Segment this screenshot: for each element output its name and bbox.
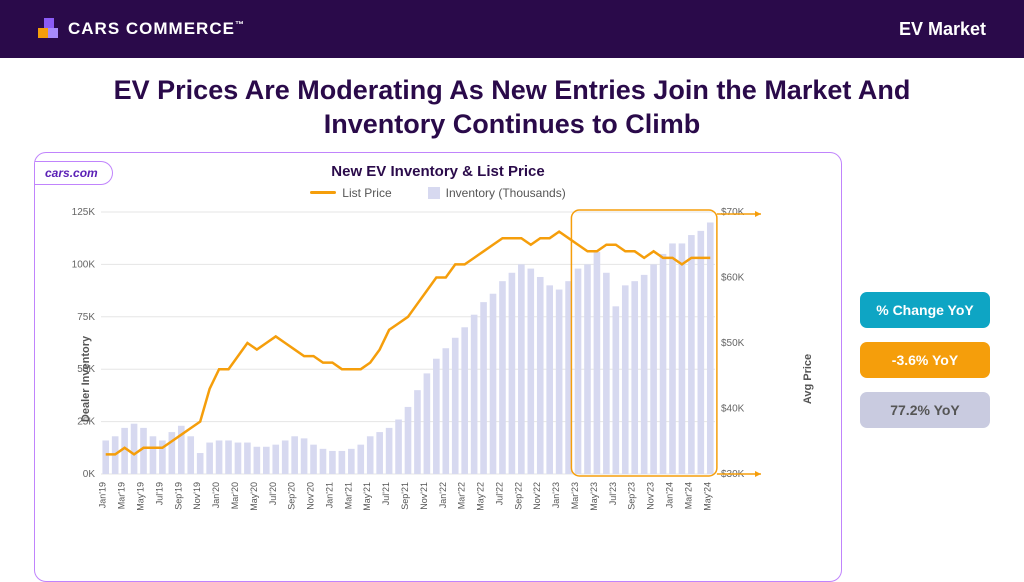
svg-text:$50K: $50K — [721, 338, 745, 349]
legend-inventory: Inventory (Thousands) — [428, 186, 566, 200]
chart-card: cars.com New EV Inventory & List Price L… — [34, 152, 842, 582]
svg-text:Jul'20: Jul'20 — [268, 482, 278, 505]
svg-text:Jan'23: Jan'23 — [551, 482, 561, 508]
svg-text:May'21: May'21 — [362, 482, 372, 511]
y1-axis-label: Dealer Inventory — [80, 335, 92, 421]
header-bar: CARS COMMERCE™ EV Market — [0, 0, 1024, 58]
plot-area: Dealer Inventory Avg Price 0K25K50K75K10… — [47, 204, 829, 554]
svg-text:Nov'23: Nov'23 — [646, 482, 656, 510]
svg-text:Jan'21: Jan'21 — [324, 482, 334, 508]
svg-text:Nov'19: Nov'19 — [192, 482, 202, 510]
svg-text:Nov'20: Nov'20 — [306, 482, 316, 510]
y2-axis-label: Avg Price — [802, 353, 814, 403]
svg-text:0K: 0K — [83, 469, 96, 480]
svg-text:Mar'24: Mar'24 — [683, 482, 693, 509]
brand-text: CARS COMMERCE™ — [68, 19, 245, 39]
svg-text:May'22: May'22 — [476, 482, 486, 511]
svg-text:Mar'20: Mar'20 — [230, 482, 240, 509]
svg-text:Mar'19: Mar'19 — [117, 482, 127, 509]
svg-text:$40K: $40K — [721, 403, 745, 414]
svg-text:May'24: May'24 — [702, 482, 712, 511]
logo-icon — [38, 18, 60, 40]
svg-text:May'19: May'19 — [136, 482, 146, 511]
chart-svg: 0K25K50K75K100K125K$30K$40K$50K$60K$70KJ… — [47, 204, 767, 544]
svg-text:Jan'22: Jan'22 — [438, 482, 448, 508]
svg-text:$70K: $70K — [721, 207, 745, 218]
svg-text:Sep'19: Sep'19 — [173, 482, 183, 510]
svg-text:Nov'22: Nov'22 — [532, 482, 542, 510]
svg-text:125K: 125K — [72, 207, 96, 218]
svg-text:Jan'20: Jan'20 — [211, 482, 221, 508]
chart-title: New EV Inventory & List Price — [47, 163, 829, 180]
side-stats: % Change YoY -3.6% YoY 77.2% YoY — [860, 152, 990, 582]
logo: CARS COMMERCE™ — [38, 18, 245, 40]
svg-text:Sep'21: Sep'21 — [400, 482, 410, 510]
source-badge: cars.com — [35, 161, 113, 185]
svg-text:Mar'21: Mar'21 — [343, 482, 353, 509]
svg-text:Jan'24: Jan'24 — [664, 482, 674, 508]
svg-text:Jul'22: Jul'22 — [494, 482, 504, 505]
content-row: cars.com New EV Inventory & List Price L… — [0, 152, 1024, 582]
legend-list-price: List Price — [310, 186, 391, 200]
svg-text:Sep'20: Sep'20 — [287, 482, 297, 510]
stat-pill: % Change YoY — [860, 292, 990, 328]
svg-text:Sep'23: Sep'23 — [627, 482, 637, 510]
svg-text:Mar'22: Mar'22 — [457, 482, 467, 509]
header-section-label: EV Market — [899, 19, 986, 40]
stat-pill: 77.2% YoY — [860, 392, 990, 428]
svg-text:Mar'23: Mar'23 — [570, 482, 580, 509]
svg-text:$60K: $60K — [721, 272, 745, 283]
svg-text:Jul'23: Jul'23 — [608, 482, 618, 505]
svg-text:Jan'19: Jan'19 — [98, 482, 108, 508]
svg-text:Sep'22: Sep'22 — [513, 482, 523, 510]
svg-text:75K: 75K — [77, 311, 95, 322]
svg-text:100K: 100K — [72, 259, 96, 270]
stat-pill: -3.6% YoY — [860, 342, 990, 378]
page-title: EV Prices Are Moderating As New Entries … — [0, 58, 1024, 152]
legend: List Price Inventory (Thousands) — [47, 186, 829, 200]
svg-text:Jul'19: Jul'19 — [154, 482, 164, 505]
svg-text:May'23: May'23 — [589, 482, 599, 511]
svg-text:Nov'21: Nov'21 — [419, 482, 429, 510]
svg-text:Jul'21: Jul'21 — [381, 482, 391, 505]
svg-text:May'20: May'20 — [249, 482, 259, 511]
